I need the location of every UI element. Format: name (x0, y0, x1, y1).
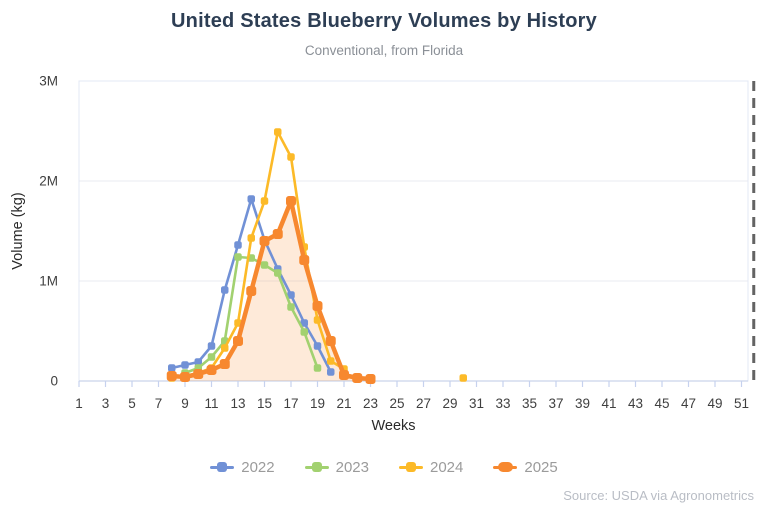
data-point-2024-week-12[interactable] (221, 344, 229, 352)
legend-label: 2023 (335, 458, 369, 476)
data-point-2022-week-14[interactable] (247, 195, 256, 203)
data-point-2025-week-22[interactable] (352, 373, 363, 383)
x-tick-label: 17 (283, 396, 298, 411)
x-tick-label: 35 (522, 396, 537, 411)
data-point-2024-week-19[interactable] (313, 316, 322, 324)
series-line-2025 (169, 198, 373, 382)
data-point-2025-week-15[interactable] (259, 236, 270, 246)
legend-label: 2024 (430, 458, 464, 476)
data-point-2022-week-20[interactable] (327, 368, 335, 376)
legend-marker-icon (304, 462, 329, 472)
x-tick-label: 41 (601, 396, 616, 411)
data-point-2025-week-13[interactable] (233, 336, 243, 346)
x-tick-label: 19 (310, 396, 325, 411)
data-point-2022-week-8[interactable] (168, 364, 176, 372)
data-point-2025-week-20[interactable] (325, 336, 336, 346)
x-tick-label: 25 (389, 396, 404, 411)
y-axis-label: Volume (kg) (10, 192, 26, 269)
data-point-2023-week-13[interactable] (234, 253, 242, 261)
x-tick-label: 29 (442, 396, 457, 411)
x-axis-label: Weeks (371, 418, 415, 434)
data-point-2025-week-9[interactable] (180, 372, 190, 382)
data-point-2024-week-16[interactable] (274, 128, 282, 136)
y-tick-label: 1M (39, 274, 58, 289)
data-point-2023-week-16[interactable] (274, 269, 282, 277)
data-point-2023-week-18[interactable] (300, 328, 309, 336)
chart-subtitle: Conventional, from Florida (304, 43, 464, 58)
x-tick-label: 23 (363, 396, 378, 411)
legend-item-2023[interactable]: 2023 (304, 458, 369, 476)
x-tick-label: 27 (416, 396, 431, 411)
data-point-2025-week-12[interactable] (219, 359, 230, 369)
data-point-2025-week-17[interactable] (286, 196, 296, 206)
data-point-2025-week-8[interactable] (166, 371, 177, 381)
data-point-2025-week-19[interactable] (312, 301, 323, 311)
data-point-2023-week-19[interactable] (313, 364, 322, 372)
legend-item-2022[interactable]: 2022 (210, 458, 275, 476)
y-tick-label: 0 (50, 374, 58, 389)
x-tick-label: 45 (654, 396, 669, 411)
legend-item-2025[interactable]: 2025 (493, 458, 558, 476)
x-tick-label: 47 (681, 396, 696, 411)
y-tick-label: 3M (39, 74, 58, 89)
x-tick-label: 3 (102, 396, 110, 411)
data-point-2022-week-12[interactable] (221, 286, 229, 294)
chart-title: United States Blueberry Volumes by Histo… (171, 10, 597, 32)
legend-label: 2022 (241, 458, 275, 476)
data-point-2025-week-16[interactable] (272, 229, 283, 239)
data-point-2024-week-13[interactable] (234, 319, 242, 327)
source-attribution: Source: USDA via Agronometrics (563, 488, 754, 503)
data-point-2024-week-30[interactable] (459, 374, 468, 382)
data-point-2025-week-11[interactable] (206, 365, 217, 375)
chart-legend: 2022 2023 2024 2025 (0, 453, 768, 481)
data-point-2025-week-21[interactable] (339, 370, 349, 380)
data-point-2022-week-17[interactable] (287, 291, 295, 299)
plot-border (78, 80, 749, 382)
legend-marker-icon (399, 462, 423, 472)
x-tick-label: 31 (469, 396, 484, 411)
data-point-2022-week-18[interactable] (300, 319, 309, 327)
x-tick-label: 5 (128, 396, 136, 411)
data-point-2022-week-10[interactable] (194, 358, 203, 366)
data-point-2022-week-19[interactable] (313, 342, 322, 350)
x-tick-label: 9 (181, 396, 189, 411)
data-point-2025-week-18[interactable] (299, 255, 310, 265)
x-tick-label: 51 (734, 396, 749, 411)
data-point-2024-week-17[interactable] (287, 153, 295, 161)
data-point-2023-week-17[interactable] (287, 303, 295, 311)
data-point-2023-week-11[interactable] (207, 353, 216, 361)
data-point-2025-week-14[interactable] (246, 286, 257, 296)
data-point-2022-week-9[interactable] (181, 361, 189, 369)
x-tick-label: 33 (495, 396, 510, 411)
x-tick-label: 1 (75, 396, 83, 411)
x-tick-label: 11 (204, 396, 218, 411)
x-tick-label: 13 (230, 396, 245, 411)
legend-marker-icon (210, 462, 235, 472)
data-point-2024-week-15[interactable] (260, 197, 269, 205)
x-tick-label: 37 (548, 396, 563, 411)
x-tick-label: 39 (575, 396, 590, 411)
data-point-2025-week-10[interactable] (193, 369, 204, 379)
data-point-2023-week-15[interactable] (260, 261, 269, 269)
x-tick-label: 15 (257, 396, 272, 411)
data-point-2024-week-20[interactable] (327, 357, 335, 365)
legend-label: 2025 (524, 458, 558, 476)
x-tick-label: 7 (155, 396, 163, 411)
y-tick-label: 2M (39, 174, 58, 189)
data-point-2022-week-13[interactable] (234, 241, 242, 249)
data-point-2025-week-23[interactable] (365, 374, 376, 384)
legend-item-2024[interactable]: 2024 (399, 459, 463, 476)
x-tick-label: 21 (336, 396, 351, 411)
x-tick-label: 49 (707, 396, 722, 411)
legend-marker-icon (493, 462, 518, 472)
data-point-2024-week-14[interactable] (247, 234, 256, 242)
x-tick-label: 43 (628, 396, 643, 411)
data-point-2022-week-11[interactable] (207, 342, 216, 350)
series-area-2025 (171, 201, 371, 381)
